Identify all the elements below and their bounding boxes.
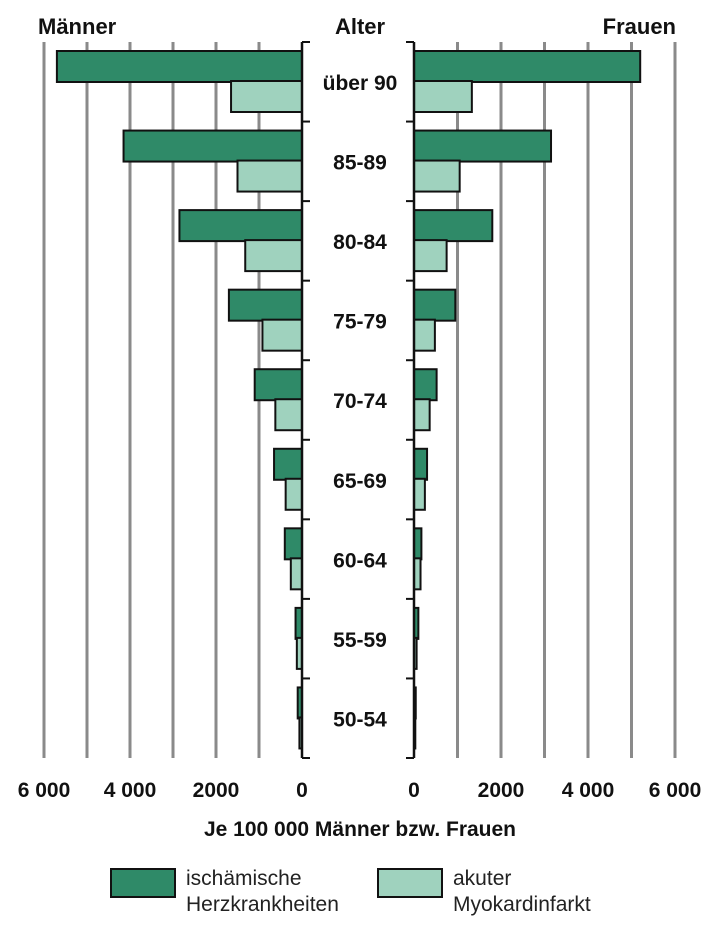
age-label-3: 75-79: [333, 311, 387, 334]
axes: [300, 41, 416, 759]
bar-women-ischemic-1: [413, 129, 553, 163]
bar-women-ischemic-4: [413, 368, 438, 402]
bar-men-infarct-5: [284, 477, 304, 511]
bar-men-ischemic-0: [55, 50, 304, 83]
bar-men-infarct-6: [289, 557, 304, 591]
bar-women-infarct-2: [413, 239, 448, 273]
bar-men-ischemic-4: [253, 368, 303, 402]
bar-men-ischemic-6: [283, 527, 303, 561]
category-labels: über 90 85-89 80-84 75-79 70-74 65-69 60-64 55-…: [323, 72, 398, 731]
bar-women-ischemic-2: [413, 209, 494, 243]
age-label-7: 55-59: [333, 629, 387, 652]
men-title: Männer: [38, 14, 117, 39]
bar-women-ischemic-0: [413, 50, 642, 83]
age-label-2: 80-84: [333, 231, 387, 254]
bar-men-infarct-3: [261, 318, 304, 352]
tick-label-right-1: 2000: [478, 779, 525, 802]
age-label-1: 85-89: [333, 152, 387, 175]
bars: [55, 50, 642, 750]
age-label-6: 60-64: [333, 549, 387, 572]
bar-women-infarct-0: [413, 80, 473, 113]
bar-women-infarct-1: [413, 159, 461, 193]
bar-women-infarct-3: [413, 318, 436, 352]
tick-label-right-3: 6 000: [649, 779, 702, 802]
age-label-8: 50-54: [333, 708, 387, 731]
bar-men-ischemic-3: [227, 288, 303, 322]
tick-label-right-0: 0: [408, 779, 420, 802]
women-title: Frauen: [603, 14, 676, 39]
bar-women-infarct-5: [413, 477, 426, 511]
bar-men-infarct-4: [274, 398, 303, 432]
bar-men-infarct-0: [230, 80, 303, 113]
bar-men-ischemic-1: [122, 129, 303, 163]
age-label-0: über 90: [323, 72, 398, 95]
tick-labels: 6 000 4 000 2000 0 0 2000 4 000 6 000: [18, 779, 702, 802]
bar-men-infarct-1: [236, 159, 303, 193]
bar-women-ischemic-3: [413, 288, 457, 322]
tick-label-left-0: 6 000: [18, 779, 71, 802]
tick-label-left-2: 2000: [193, 779, 240, 802]
bar-women-infarct-4: [413, 398, 431, 432]
tick-label-left-3: 0: [296, 779, 308, 802]
age-title: Alter: [335, 14, 386, 39]
bar-men-ischemic-5: [273, 447, 303, 481]
bar-men-infarct-2: [244, 239, 304, 273]
x-axis-title: Je 100 000 Männer bzw. Frauen: [204, 818, 516, 841]
age-label-4: 70-74: [333, 390, 387, 413]
bar-women-ischemic-5: [413, 447, 429, 481]
tick-label-left-1: 4 000: [104, 779, 157, 802]
age-label-5: 65-69: [333, 470, 387, 493]
bar-men-ischemic-2: [178, 209, 303, 243]
tick-label-right-2: 4 000: [562, 779, 615, 802]
